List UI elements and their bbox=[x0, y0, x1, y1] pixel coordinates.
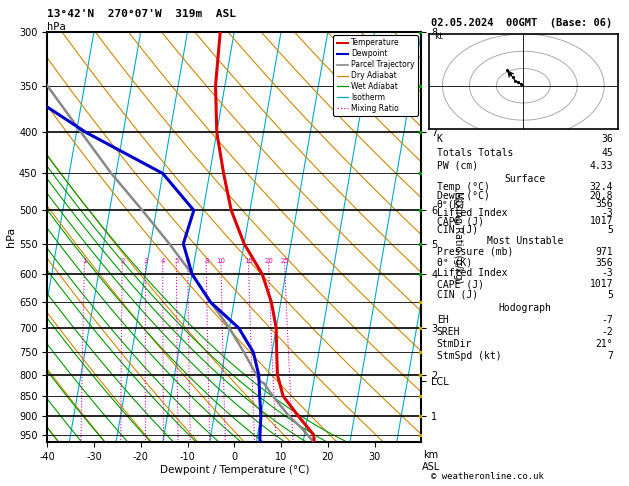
Text: 1: 1 bbox=[82, 258, 87, 264]
Text: 13°42'N  270°07'W  319m  ASL: 13°42'N 270°07'W 319m ASL bbox=[47, 9, 236, 19]
Text: CAPE (J): CAPE (J) bbox=[437, 216, 484, 226]
X-axis label: Dewpoint / Temperature (°C): Dewpoint / Temperature (°C) bbox=[160, 465, 309, 475]
Text: Dewp (°C): Dewp (°C) bbox=[437, 191, 489, 201]
Text: 25: 25 bbox=[281, 258, 289, 264]
Text: 15: 15 bbox=[244, 258, 253, 264]
Text: 10: 10 bbox=[216, 258, 225, 264]
Text: Lifted Index: Lifted Index bbox=[437, 208, 507, 218]
Legend: Temperature, Dewpoint, Parcel Trajectory, Dry Adiabat, Wet Adiabat, Isotherm, Mi: Temperature, Dewpoint, Parcel Trajectory… bbox=[333, 35, 418, 116]
Text: Surface: Surface bbox=[504, 174, 545, 184]
Text: Lifted Index: Lifted Index bbox=[437, 268, 507, 278]
Text: © weatheronline.co.uk: © weatheronline.co.uk bbox=[431, 472, 543, 481]
Text: PW (cm): PW (cm) bbox=[437, 161, 478, 171]
Text: 356: 356 bbox=[596, 199, 613, 209]
Text: CAPE (J): CAPE (J) bbox=[437, 279, 484, 289]
Text: hPa: hPa bbox=[47, 22, 66, 32]
Text: 4: 4 bbox=[160, 258, 165, 264]
Y-axis label: Mixing Ratio (g/kg): Mixing Ratio (g/kg) bbox=[453, 191, 463, 283]
Text: 5: 5 bbox=[174, 258, 179, 264]
Text: Pressure (mb): Pressure (mb) bbox=[437, 247, 513, 257]
Y-axis label: hPa: hPa bbox=[6, 227, 16, 247]
Text: CIN (J): CIN (J) bbox=[437, 225, 478, 235]
Text: 7: 7 bbox=[607, 351, 613, 361]
Text: θᵉ(K): θᵉ(K) bbox=[437, 199, 466, 209]
Text: 356: 356 bbox=[596, 258, 613, 268]
Text: -2: -2 bbox=[601, 327, 613, 337]
Text: CIN (J): CIN (J) bbox=[437, 290, 478, 300]
Text: 45: 45 bbox=[601, 148, 613, 157]
Text: 6: 6 bbox=[186, 258, 190, 264]
Text: 4.33: 4.33 bbox=[589, 161, 613, 171]
Text: kt: kt bbox=[435, 32, 443, 41]
Text: -3: -3 bbox=[601, 208, 613, 218]
Text: 8: 8 bbox=[204, 258, 209, 264]
Text: 02.05.2024  00GMT  (Base: 06): 02.05.2024 00GMT (Base: 06) bbox=[431, 18, 612, 28]
Text: Hodograph: Hodograph bbox=[498, 303, 552, 313]
Text: Temp (°C): Temp (°C) bbox=[437, 182, 489, 192]
Text: StmDir: StmDir bbox=[437, 339, 472, 349]
Text: 21°: 21° bbox=[596, 339, 613, 349]
Text: 5: 5 bbox=[607, 225, 613, 235]
Text: 5: 5 bbox=[607, 290, 613, 300]
Text: 3: 3 bbox=[143, 258, 148, 264]
Text: K: K bbox=[437, 134, 443, 144]
Text: 20.8: 20.8 bbox=[589, 191, 613, 201]
Text: SREH: SREH bbox=[437, 327, 460, 337]
Text: 971: 971 bbox=[596, 247, 613, 257]
Text: -7: -7 bbox=[601, 315, 613, 325]
Text: 20: 20 bbox=[264, 258, 273, 264]
Text: StmSpd (kt): StmSpd (kt) bbox=[437, 351, 501, 361]
Text: 36: 36 bbox=[601, 134, 613, 144]
Text: EH: EH bbox=[437, 315, 448, 325]
Text: 32.4: 32.4 bbox=[589, 182, 613, 192]
Text: 1017: 1017 bbox=[589, 279, 613, 289]
Text: θᵉ (K): θᵉ (K) bbox=[437, 258, 472, 268]
Text: 2: 2 bbox=[120, 258, 125, 264]
Text: km
ASL: km ASL bbox=[421, 451, 440, 472]
Text: -3: -3 bbox=[601, 268, 613, 278]
Text: Totals Totals: Totals Totals bbox=[437, 148, 513, 157]
Text: 1017: 1017 bbox=[589, 216, 613, 226]
Text: Most Unstable: Most Unstable bbox=[487, 236, 563, 246]
